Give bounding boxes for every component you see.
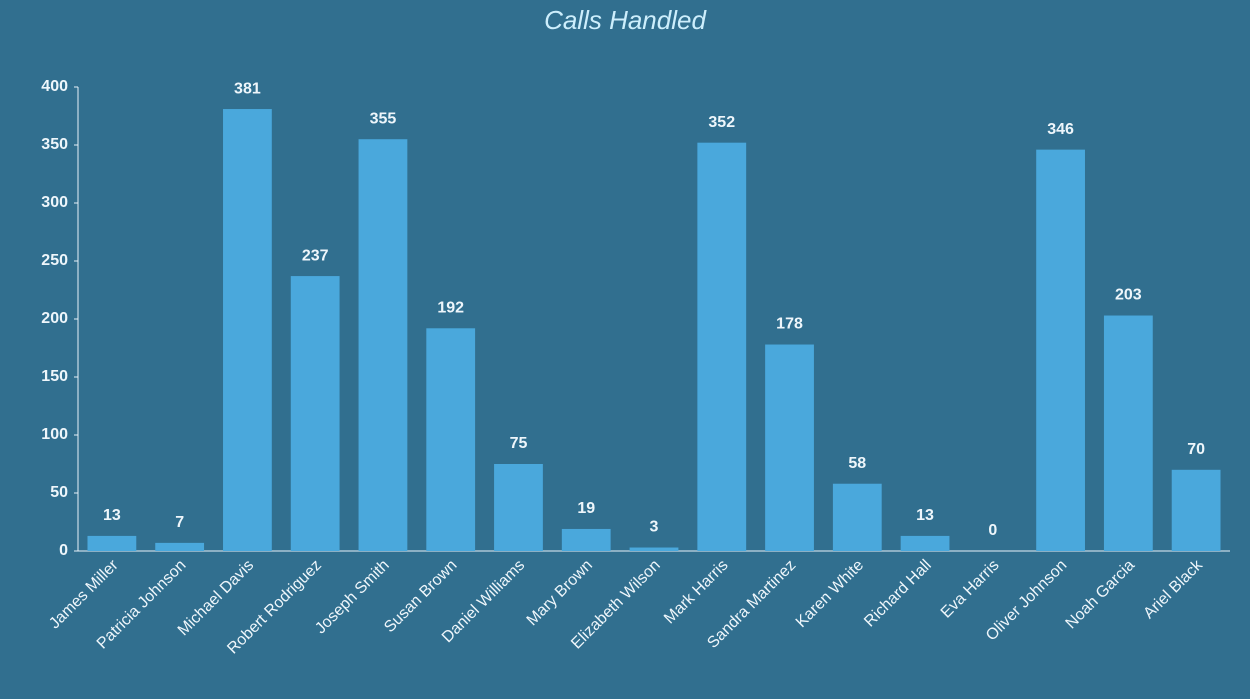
y-tick-label: 0 [59,542,68,559]
value-label: 237 [302,247,329,264]
bar [832,483,882,551]
value-label: 19 [577,500,595,517]
bar [1103,315,1153,551]
y-tick-label: 200 [41,310,68,327]
value-label: 355 [370,110,397,127]
bar [494,464,543,551]
value-label: 381 [234,80,261,97]
bar [290,276,340,551]
chart-title: Calls Handled [544,5,707,35]
y-tick-label: 150 [41,368,68,385]
x-tick-label: Mary Brown [524,557,596,629]
x-tick-label: Ariel Black [1140,556,1206,622]
bar [697,142,747,551]
value-label: 70 [1187,441,1205,458]
bar [900,535,950,551]
value-label: 13 [916,507,934,524]
x-tick-label: Noah Garcia [1063,557,1139,633]
x-tick-label: Karen White [793,557,867,631]
y-tick-label: 300 [41,194,68,211]
y-tick-label: 250 [41,252,68,269]
value-label: 3 [650,519,659,536]
bar [765,344,814,551]
y-tick-label: 100 [41,426,68,443]
x-tick-label: James Miller [46,556,122,632]
y-tick-label: 400 [41,78,68,95]
value-label: 58 [848,455,866,472]
bar [561,528,611,551]
bar [426,328,476,551]
value-label: 352 [708,114,735,131]
value-label: 7 [175,514,184,531]
bar [223,109,272,551]
bar [358,139,408,551]
y-tick-label: 350 [41,136,68,153]
value-label: 75 [510,435,528,452]
bar [87,535,137,551]
value-label: 13 [103,507,121,524]
x-tick-label: Richard Hall [861,557,935,631]
bar [1036,149,1085,551]
bar [629,547,679,551]
value-label: 203 [1115,287,1142,304]
value-label: 346 [1047,121,1074,138]
value-label: 192 [437,299,464,316]
x-tick-label: Eva Harris [938,557,1003,622]
value-label: 0 [988,522,997,539]
x-tick-label: Mark Harris [661,557,731,627]
y-tick-label: 50 [50,484,68,501]
bar [155,542,205,551]
bar [1171,469,1221,551]
value-label: 178 [776,316,803,333]
